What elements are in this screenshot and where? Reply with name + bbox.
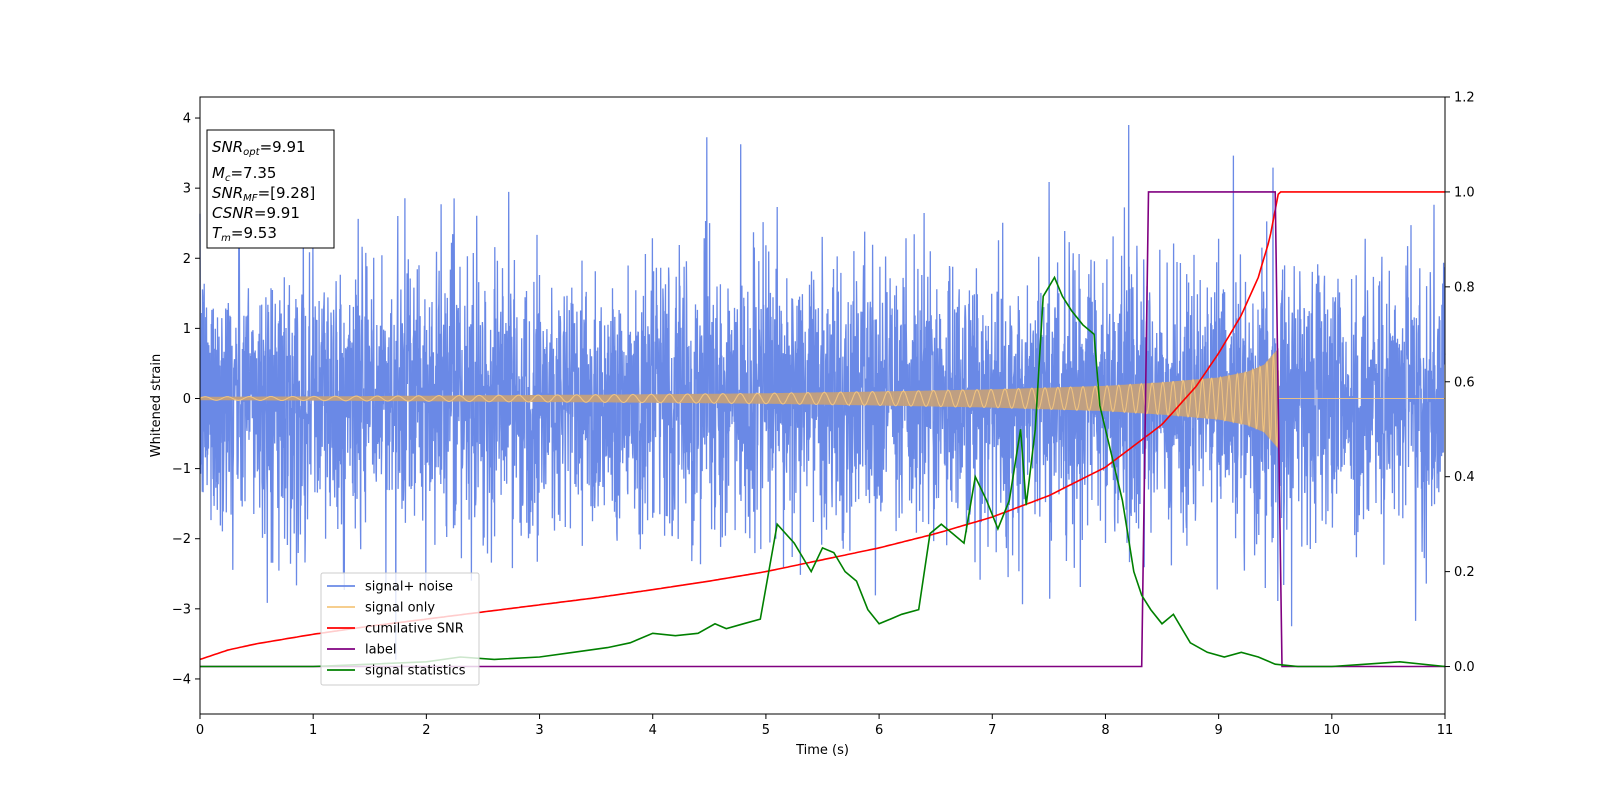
x-tick-label: 1 — [309, 723, 317, 738]
legend-label-signal-only: signal only — [365, 601, 435, 616]
y2-tick-label: 1.2 — [1454, 91, 1475, 106]
info-line-main: T — [212, 224, 223, 242]
info-line-main: CSNR — [212, 204, 254, 222]
legend-label-cumilative-snr: cumilative SNR — [365, 622, 464, 637]
info-line-sub: c — [225, 173, 231, 184]
series-signal-only-envelope — [200, 348, 1279, 449]
x-tick-label: 7 — [988, 723, 996, 738]
info-line-value: =9.53 — [231, 224, 277, 242]
info-line-sub: MF — [243, 193, 258, 204]
x-tick-label: 10 — [1324, 723, 1341, 738]
legend-label-signal-noise: signal+ noise — [365, 580, 453, 595]
y-tick-label: 2 — [183, 252, 191, 267]
info-line-value: =9.91 — [254, 204, 300, 222]
info-line-sub: m — [221, 233, 231, 244]
info-line: Mc=7.35 — [212, 164, 276, 184]
info-line-value: =[9.28] — [258, 184, 316, 202]
plot-frame — [199, 96, 1446, 715]
info-line-sub: opt — [243, 147, 260, 158]
y-tick-label: −2 — [172, 532, 191, 547]
x-axis-label: Time (s) — [795, 743, 849, 758]
x-tick-label: 8 — [1101, 723, 1109, 738]
y-axis-label: Whitened strain — [149, 354, 164, 457]
series-signal-noise-line — [199, 124, 1446, 660]
series-signal-statistics-line — [200, 275, 1446, 668]
legend-label-signal-statistics: signal statistics — [365, 664, 466, 679]
x-tick-label: 4 — [649, 723, 657, 738]
noise-series-group — [199, 124, 1446, 660]
y-tick-label: 3 — [183, 182, 191, 197]
y2-tick-label: 0.0 — [1454, 660, 1475, 675]
info-line: SNRopt=9.91 — [212, 138, 306, 158]
y2-tick-label: 0.4 — [1454, 470, 1475, 485]
x-tick-label: 0 — [196, 723, 204, 738]
info-line-value: =9.91 — [260, 138, 306, 156]
legend-label-label: label — [365, 643, 396, 658]
y-axis-ticks: 4 3 2 1 0 −1 −2 −3 −4 — [172, 112, 200, 687]
x-tick-label: 3 — [535, 723, 543, 738]
info-line: Tm=9.53 — [212, 224, 277, 244]
y2-tick-label: 0.8 — [1454, 280, 1475, 295]
x-tick-label: 9 — [1214, 723, 1222, 738]
y-tick-label: −4 — [172, 672, 191, 687]
y-tick-label: 4 — [183, 112, 191, 127]
info-line: SNRMF=[9.28] — [212, 184, 315, 204]
info-line-main: SNR — [212, 184, 243, 202]
y-tick-label: −3 — [172, 602, 191, 617]
y2-tick-label: 0.2 — [1454, 565, 1475, 580]
y-tick-label: 1 — [183, 322, 191, 337]
info-box-frame — [206, 129, 335, 249]
info-box: SNRopt=9.91Mc=7.35SNRMF=[9.28]CSNR=9.91T… — [206, 129, 335, 249]
y-tick-label: 0 — [183, 392, 191, 407]
y2-tick-label: 0.6 — [1454, 375, 1475, 390]
y2-axis-ticks: 1.2 1.0 0.8 0.6 0.4 0.2 0.0 — [1445, 91, 1475, 675]
y-tick-label: −1 — [172, 462, 191, 477]
x-tick-label: 6 — [875, 723, 883, 738]
y2-tick-label: 1.0 — [1454, 185, 1475, 200]
legend: signal+ noise signal only cumilative SNR la… — [320, 572, 480, 686]
x-tick-label: 5 — [762, 723, 770, 738]
legend-frame — [320, 572, 480, 686]
x-axis-ticks: 0 1 2 3 4 5 6 7 8 9 10 11 — [196, 714, 1453, 738]
x-tick-label: 2 — [422, 723, 430, 738]
info-line-main: SNR — [212, 138, 243, 156]
x-tick-label: 11 — [1437, 723, 1454, 738]
info-line-value: =7.35 — [230, 164, 276, 182]
info-line: CSNR=9.91 — [212, 204, 300, 222]
info-line-main: M — [212, 164, 225, 182]
